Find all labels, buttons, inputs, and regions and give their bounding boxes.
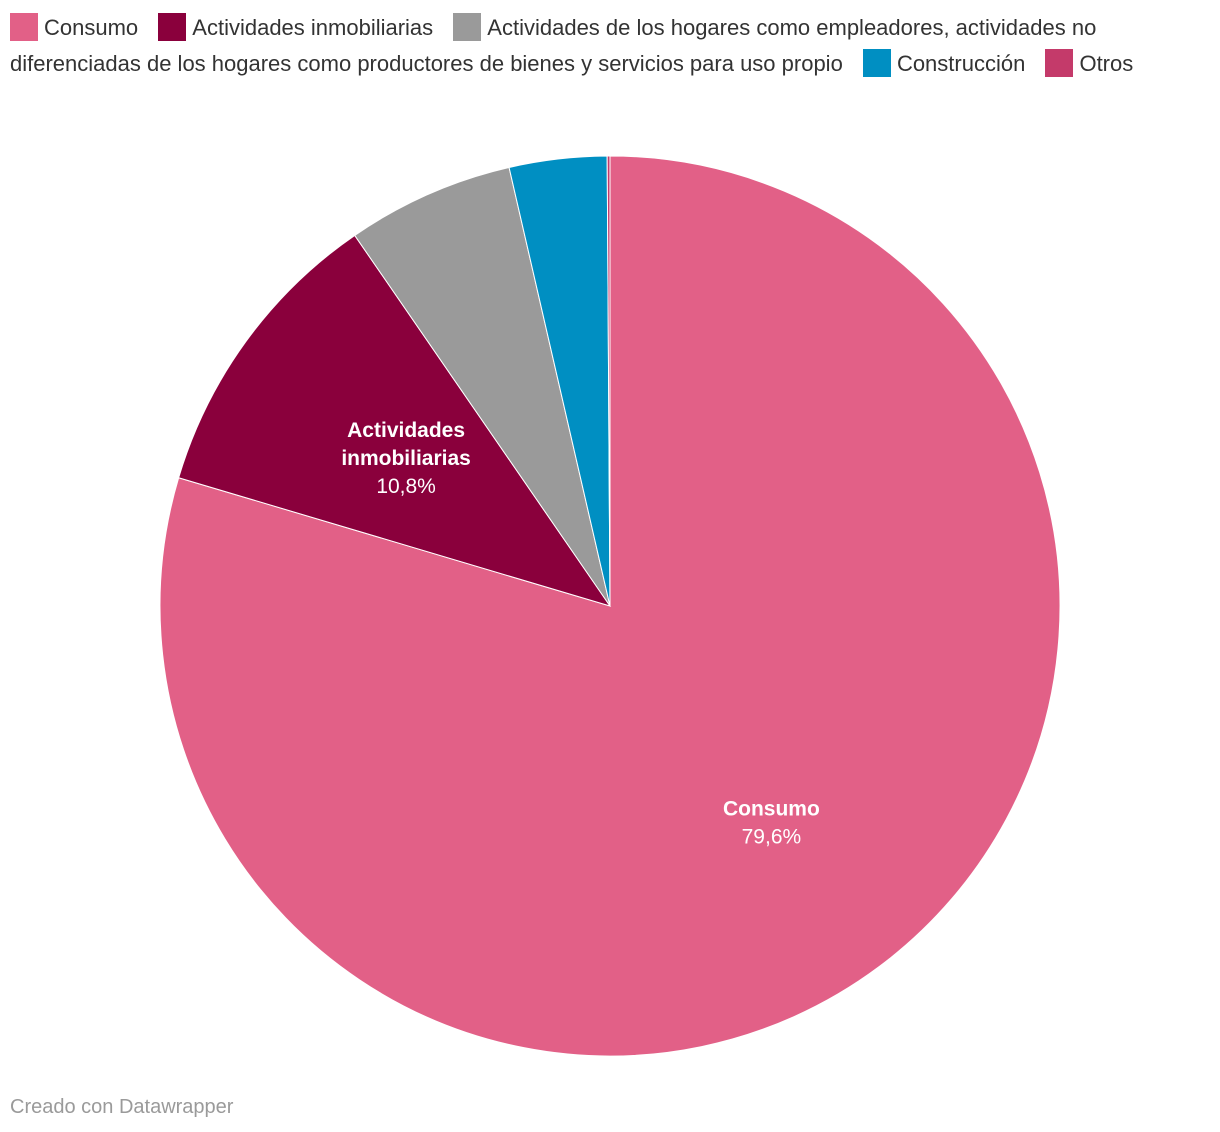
legend-item: Actividades de los hogares como empleado… xyxy=(10,13,1097,76)
legend-swatch xyxy=(10,13,38,41)
footer-credit: Creado con Datawrapper xyxy=(10,1096,234,1118)
slice-label-value: 79,6% xyxy=(742,825,802,848)
legend-item: Consumo xyxy=(10,13,139,41)
chart-legend: Consumo Actividades inmobiliarias Activi… xyxy=(10,10,1210,82)
pie-slices xyxy=(159,155,1061,1057)
pie-labels: Consumo 79,6% Actividades inmobiliarias 10,8… xyxy=(341,419,819,849)
legend-label: Actividades inmobiliarias xyxy=(192,15,434,40)
slice-label-name: inmobiliarias xyxy=(341,447,471,470)
legend-label: Construcción xyxy=(896,51,1026,76)
slice-label-value: 10,8% xyxy=(376,475,436,498)
legend-item: Construcción xyxy=(862,49,1026,77)
legend-label: Consumo xyxy=(44,15,139,40)
pie-slice xyxy=(606,155,611,607)
legend-item: Actividades inmobiliarias xyxy=(158,13,434,41)
slice-label: Actividades inmobiliarias 10,8% xyxy=(341,419,471,498)
legend-item: Otros xyxy=(1045,49,1134,77)
legend-swatch xyxy=(453,13,482,41)
pie-slice xyxy=(178,234,612,607)
pie-chart: Consumo 79,6% Actividades inmobiliarias 10,8… xyxy=(159,155,1061,1057)
slice-label-name: Actividades xyxy=(347,419,465,442)
legend-label: Actividades de los hogares como empleado… xyxy=(10,15,1097,76)
legend-label: Otros xyxy=(1079,51,1134,76)
legend-swatch xyxy=(862,49,891,77)
slice-label: Consumo 79,6% xyxy=(723,797,820,848)
legend-swatch xyxy=(1045,49,1074,77)
slice-label-name: Consumo xyxy=(723,797,820,820)
pie-slice xyxy=(354,166,611,607)
legend-swatch xyxy=(158,13,187,41)
